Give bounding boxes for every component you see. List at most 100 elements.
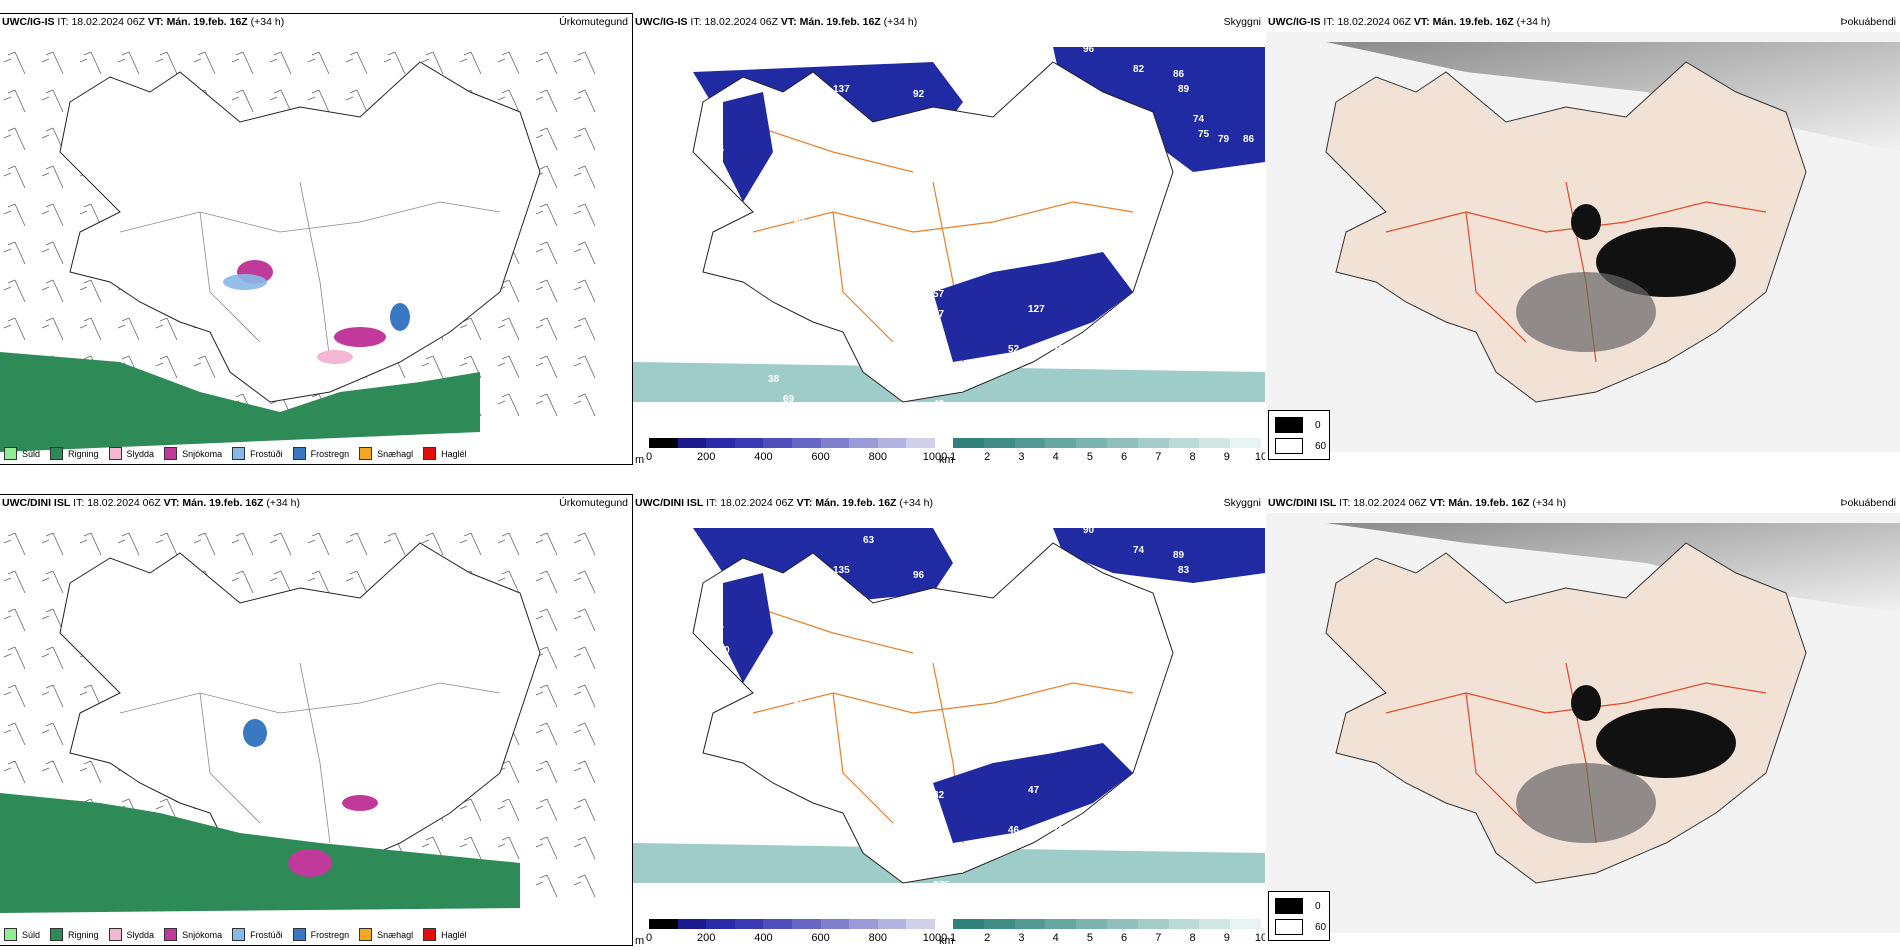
cloud-base-label: 128 — [1223, 314, 1240, 325]
wind-barb — [3, 760, 26, 784]
fog-map — [1266, 32, 1900, 452]
colorbar-segment — [763, 919, 793, 929]
sea-fog-ne — [1053, 47, 1265, 172]
cloud-base-label: 52 — [1008, 344, 1020, 355]
cloud-base-label: 96 — [913, 570, 925, 581]
cloud-base-label: 65 — [863, 409, 875, 420]
wind-barb — [3, 89, 26, 113]
cloud-base-label: 59 — [803, 725, 815, 736]
colorbar-tick: 3 — [1018, 451, 1025, 463]
wind-barb — [41, 127, 64, 151]
legend-item-snaehagl: Snæhagl — [359, 928, 413, 941]
wind-barb — [41, 646, 64, 670]
cloud-base-label: 82 — [933, 790, 945, 801]
colorbar-segment — [983, 919, 1016, 929]
colorbar-tick: 2 — [984, 932, 991, 944]
wind-barb — [269, 570, 292, 594]
legend-item-haglel: Haglél — [423, 447, 467, 460]
colorbar-unit: m — [635, 935, 645, 945]
colorbar-tick: 6 — [1121, 451, 1128, 463]
wind-barb — [345, 532, 368, 556]
fog-index-panel-2: UWC/DINI ISL IT: 18.02.2024 06Z VT: Mán.… — [1266, 495, 1900, 945]
cloud-base-label: 164 — [863, 54, 880, 65]
cloud-base-label: 66 — [713, 164, 725, 175]
cloud-base-label: 74 — [1133, 545, 1145, 556]
colorbar-segment — [1230, 919, 1262, 929]
cloud-base-label: 74 — [1193, 114, 1205, 125]
colorbar-segment — [906, 438, 936, 448]
colorbar-segment — [849, 438, 879, 448]
gray-north — [1326, 42, 1900, 152]
wind-barb — [155, 355, 178, 379]
colorbar-tick: 800 — [868, 932, 887, 944]
fog-dark-glacier — [1596, 708, 1736, 778]
cloud-base-label: 83 — [1178, 565, 1190, 576]
wind-barb — [231, 532, 254, 556]
panel-title: Úrkomutegund — [555, 14, 628, 30]
wind-barb — [497, 570, 520, 594]
colorbar-segment — [734, 438, 765, 448]
cloud-base-label: 50 — [873, 309, 885, 320]
wind-barb — [3, 532, 26, 556]
wind-barb — [535, 89, 558, 113]
colorbar-segment — [649, 919, 679, 929]
cloud-base-label: 79 — [773, 635, 785, 646]
wind-barb — [535, 127, 558, 151]
cloud-base-label: 118 — [1198, 610, 1215, 621]
cloud-base-label: 89 — [673, 755, 685, 766]
colorbar-segment — [877, 438, 908, 448]
colorbar-tick: 10 — [1254, 451, 1265, 463]
wind-barb — [459, 836, 482, 860]
colorbar-tick: 5 — [1086, 932, 1093, 944]
panel-header: UWC/DINI ISL IT: 18.02.2024 06Z VT: Mán.… — [633, 495, 1265, 511]
wind-barb — [535, 317, 558, 341]
colorbar-segment — [1076, 919, 1108, 929]
wind-barb — [41, 279, 64, 303]
wind-barb — [573, 760, 596, 784]
sea-fog-ne — [1053, 528, 1265, 583]
wind-barb — [459, 51, 482, 75]
colorbar-tick: 4 — [1052, 451, 1059, 463]
cloud-base-label: 90 — [1083, 525, 1095, 536]
cloud-base-label: 56 — [893, 309, 905, 320]
fog-index-panel-1: UWC/IG-IS IT: 18.02.2024 06Z VT: Mán. 19… — [1266, 14, 1900, 464]
precip-type-panel-1: UWC/IG-IS IT: 18.02.2024 06Z VT: Mán. 19… — [0, 13, 633, 465]
wind-barb — [231, 51, 254, 75]
fog-gray-band — [1516, 763, 1656, 843]
roads — [119, 662, 501, 844]
wind-barb — [155, 51, 178, 75]
colorbar-tick: 10 — [1254, 932, 1265, 944]
cloud-base-label: 78 — [1163, 785, 1175, 796]
colorbar-tick: 4 — [1052, 932, 1059, 944]
wind-barb — [535, 393, 558, 417]
colorbar-tick: 1 — [949, 451, 957, 463]
panel-title: Skyggni — [1219, 495, 1261, 511]
cloud-base-label: 45 — [1188, 805, 1200, 816]
colorbar-tick: 200 — [697, 932, 716, 944]
wind-barb — [3, 722, 26, 746]
precip-type-panel-2: UWC/DINI ISL IT: 18.02.2024 06Z VT: Mán.… — [0, 494, 633, 946]
colorbar-segment — [763, 438, 793, 448]
cloud-base-label: 46 — [1008, 825, 1020, 836]
wind-barb — [3, 203, 26, 227]
wind-barb — [3, 165, 26, 189]
wind-barb — [535, 760, 558, 784]
cloud-base-labels: 164 137 92 96 82 86 89 74 75 79 86 44 66 106 112 67 74 68… — [673, 44, 1255, 440]
legend-item-sudl: Súld — [4, 928, 40, 941]
cloud-area-south — [933, 252, 1133, 362]
colorbar-tick: 8 — [1189, 451, 1196, 463]
wind-barb — [117, 317, 140, 341]
colorbar-tick: 600 — [811, 451, 830, 463]
wind-barb — [41, 532, 64, 556]
cloud-base-label: 83 — [803, 244, 815, 255]
wind-barb — [41, 165, 64, 189]
wind-barb — [573, 317, 596, 341]
legend-item-snjokoma: Snjókoma — [164, 928, 222, 941]
cloud-area-west — [723, 573, 773, 683]
wind-barb — [307, 532, 330, 556]
sleet-area — [317, 350, 353, 364]
cloud-map: 164 137 92 96 82 86 89 74 75 79 86 44 66 106 112 67 74 68… — [633, 44, 1265, 440]
cloud-area-west — [723, 92, 773, 202]
wind-barb — [41, 684, 64, 708]
